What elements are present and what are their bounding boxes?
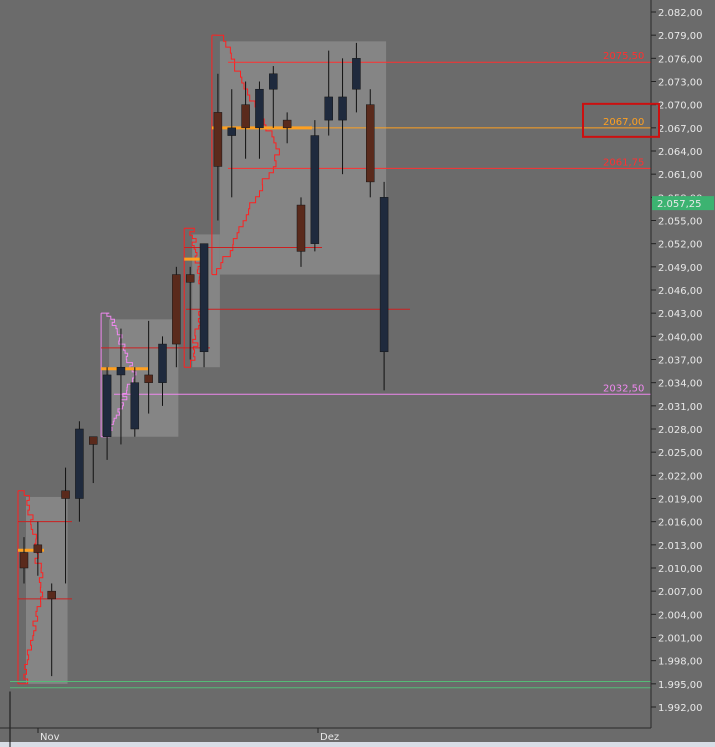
- candle-body: [89, 436, 98, 445]
- y-tick-label: 2.061,00: [658, 170, 703, 181]
- candle-body: [61, 490, 70, 499]
- y-tick-label: 2.019,00: [658, 495, 703, 506]
- y-tick-label: 2.016,00: [658, 518, 703, 529]
- candle-body: [19, 552, 29, 569]
- level-label: 2032,50: [603, 383, 644, 394]
- candle-body: [144, 374, 153, 383]
- level-lines: [10, 61, 651, 689]
- y-tick-label: 2.070,00: [658, 101, 703, 112]
- current-price-badge: 2.057,25: [652, 196, 714, 211]
- x-axis-ticks: Nov Dez: [37, 728, 339, 743]
- volume-profile: [18, 490, 44, 685]
- candle-body: [116, 366, 126, 376]
- y-tick-label: 1.992,00: [658, 703, 703, 714]
- y-tick-label: 2.013,00: [658, 541, 703, 552]
- y-tick-label: 2.010,00: [658, 564, 703, 575]
- candle-body: [338, 96, 347, 121]
- candles: [9, 42, 389, 747]
- x-tick-label: Nov: [40, 732, 60, 743]
- candle-body: [47, 590, 56, 600]
- candle-body: [185, 274, 195, 283]
- y-tick-label: 2.073,00: [658, 78, 703, 89]
- candle-body: [255, 88, 264, 129]
- y-tick-label: 2.022,00: [658, 471, 703, 482]
- candle-body: [366, 104, 375, 183]
- y-tick-label: 2.037,00: [658, 356, 703, 367]
- level-labels: 2075,50 2067,00 2061,75 2032,50: [582, 51, 660, 394]
- y-tick-label: 2.040,00: [658, 332, 703, 343]
- candle-body: [213, 112, 223, 167]
- volume-profile: [211, 34, 280, 276]
- y-tick-label: 2.028,00: [658, 425, 703, 436]
- y-tick-label: 1.995,00: [658, 680, 703, 691]
- candle-body: [158, 343, 167, 383]
- candle-body: [130, 382, 140, 430]
- y-tick-label: 2.043,00: [658, 309, 703, 320]
- level-label: 2075,50: [603, 51, 644, 62]
- y-tick-label: 2.064,00: [658, 147, 703, 158]
- candle-body: [269, 73, 278, 90]
- candle-body: [310, 135, 320, 244]
- y-tick-label: 2.079,00: [658, 31, 703, 42]
- candle-body: [75, 428, 84, 499]
- y-tick-label: 2.076,00: [658, 54, 703, 65]
- candle-body: [241, 104, 250, 129]
- y-tick-label: 2.031,00: [658, 402, 703, 413]
- y-tick-label: 2.067,00: [658, 124, 703, 135]
- candle-body: [352, 58, 361, 90]
- y-tick-label: 2.046,00: [658, 286, 703, 297]
- y-tick-label: 2.025,00: [658, 448, 703, 459]
- y-tick-label: 2.007,00: [658, 587, 703, 598]
- candle-body: [296, 204, 306, 252]
- y-tick-label: 2.055,00: [658, 217, 703, 228]
- value-area-box: [26, 496, 68, 684]
- y-tick-label: 2.034,00: [658, 379, 703, 390]
- candle-body: [199, 243, 209, 353]
- x-tick-label: Dez: [320, 732, 339, 743]
- candle-body: [172, 274, 181, 345]
- candle-body: [282, 119, 292, 129]
- candle-body: [102, 374, 112, 437]
- candle-body: [33, 544, 43, 553]
- y-tick-label: 1.998,00: [658, 657, 703, 668]
- candle-body: [324, 96, 333, 121]
- bottom-strip: [0, 742, 715, 747]
- highlight-box: [582, 102, 660, 138]
- candle-body: [379, 197, 389, 353]
- current-price-label: 2.057,25: [657, 199, 702, 210]
- y-axis-panel: [651, 0, 715, 728]
- y-tick-label: 2.004,00: [658, 610, 703, 621]
- y-tick-label: 2.082,00: [658, 8, 703, 19]
- y-tick-label: 2.049,00: [658, 263, 703, 274]
- candle-body: [227, 127, 236, 136]
- volume-profile: [101, 312, 137, 438]
- level-label: 2067,00: [603, 117, 644, 128]
- y-tick-label: 2.001,00: [658, 634, 703, 645]
- level-label: 2061,75: [603, 157, 644, 168]
- value-area-box: [109, 319, 179, 437]
- y-tick-label: 2.052,00: [658, 240, 703, 251]
